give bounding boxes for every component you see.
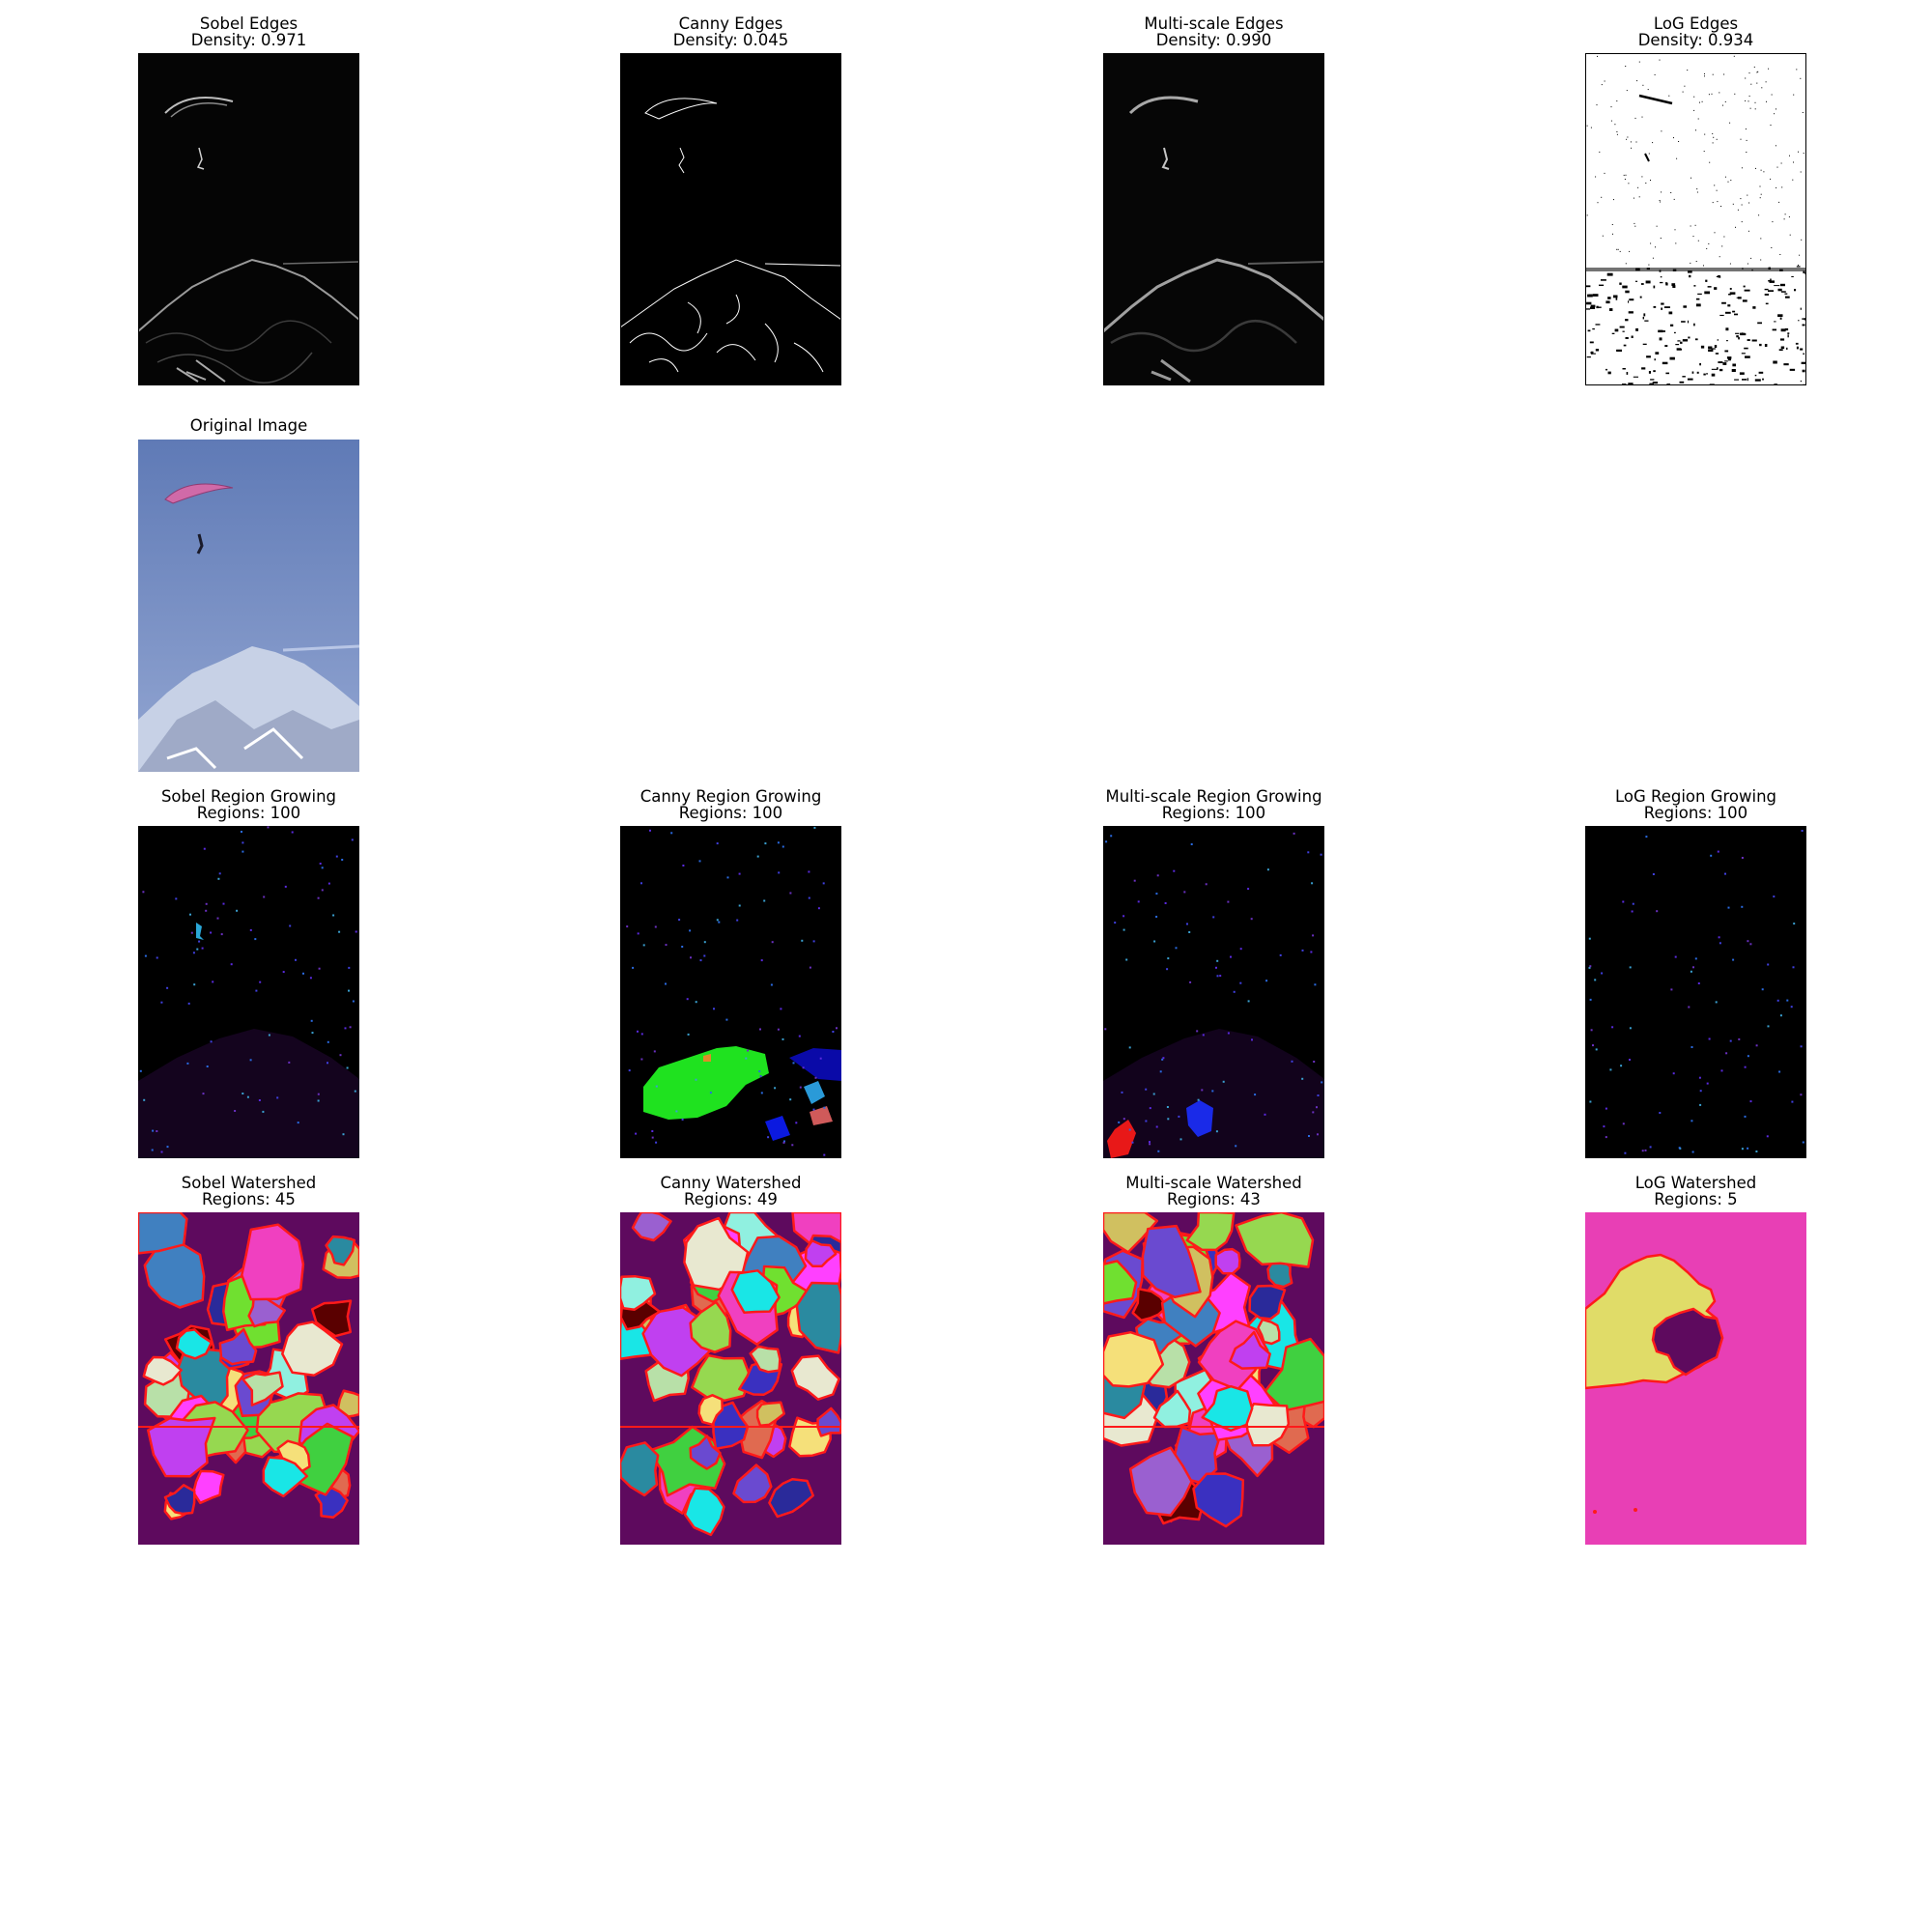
panel-title: Sobel Watershed Regions: 45	[181, 1174, 317, 1208]
log-watershed-image	[1585, 1212, 1806, 1545]
multiscale-edge-image	[1103, 53, 1324, 385]
panel-title: Multi-scale Region Growing Regions: 100	[1105, 787, 1322, 822]
panel-title: LoG Edges Density: 0.934	[1637, 14, 1754, 49]
panel-title: Sobel Region Growing Regions: 100	[160, 787, 337, 822]
panel-title: Sobel Edges Density: 0.971	[190, 14, 307, 49]
panel-title: Multi-scale Edges Density: 0.990	[1144, 14, 1284, 49]
sobel-edge-image	[138, 53, 359, 385]
sobel-watershed-image	[138, 1212, 359, 1545]
panel-title: Multi-scale Watershed Regions: 43	[1125, 1174, 1302, 1208]
multiscale-watershed-image	[1103, 1212, 1324, 1545]
log-edge-image	[1585, 53, 1806, 385]
panel-title: Canny Edges Density: 0.045	[672, 14, 789, 49]
panel-title: Canny Watershed Regions: 49	[660, 1174, 802, 1208]
panel-title: Original Image	[189, 416, 308, 435]
panel-title: LoG Region Growing Regions: 100	[1614, 787, 1777, 822]
panel-title: LoG Watershed Regions: 5	[1634, 1174, 1757, 1208]
panel-title: Canny Region Growing Regions: 100	[639, 787, 822, 822]
sobel-region-growing-image	[138, 826, 359, 1158]
canny-region-growing-image	[620, 826, 841, 1158]
canny-edge-image	[620, 53, 841, 385]
canny-watershed-image	[620, 1212, 841, 1545]
multiscale-region-growing-image	[1103, 826, 1324, 1158]
original-photo	[138, 440, 359, 772]
log-region-growing-image	[1585, 826, 1806, 1158]
